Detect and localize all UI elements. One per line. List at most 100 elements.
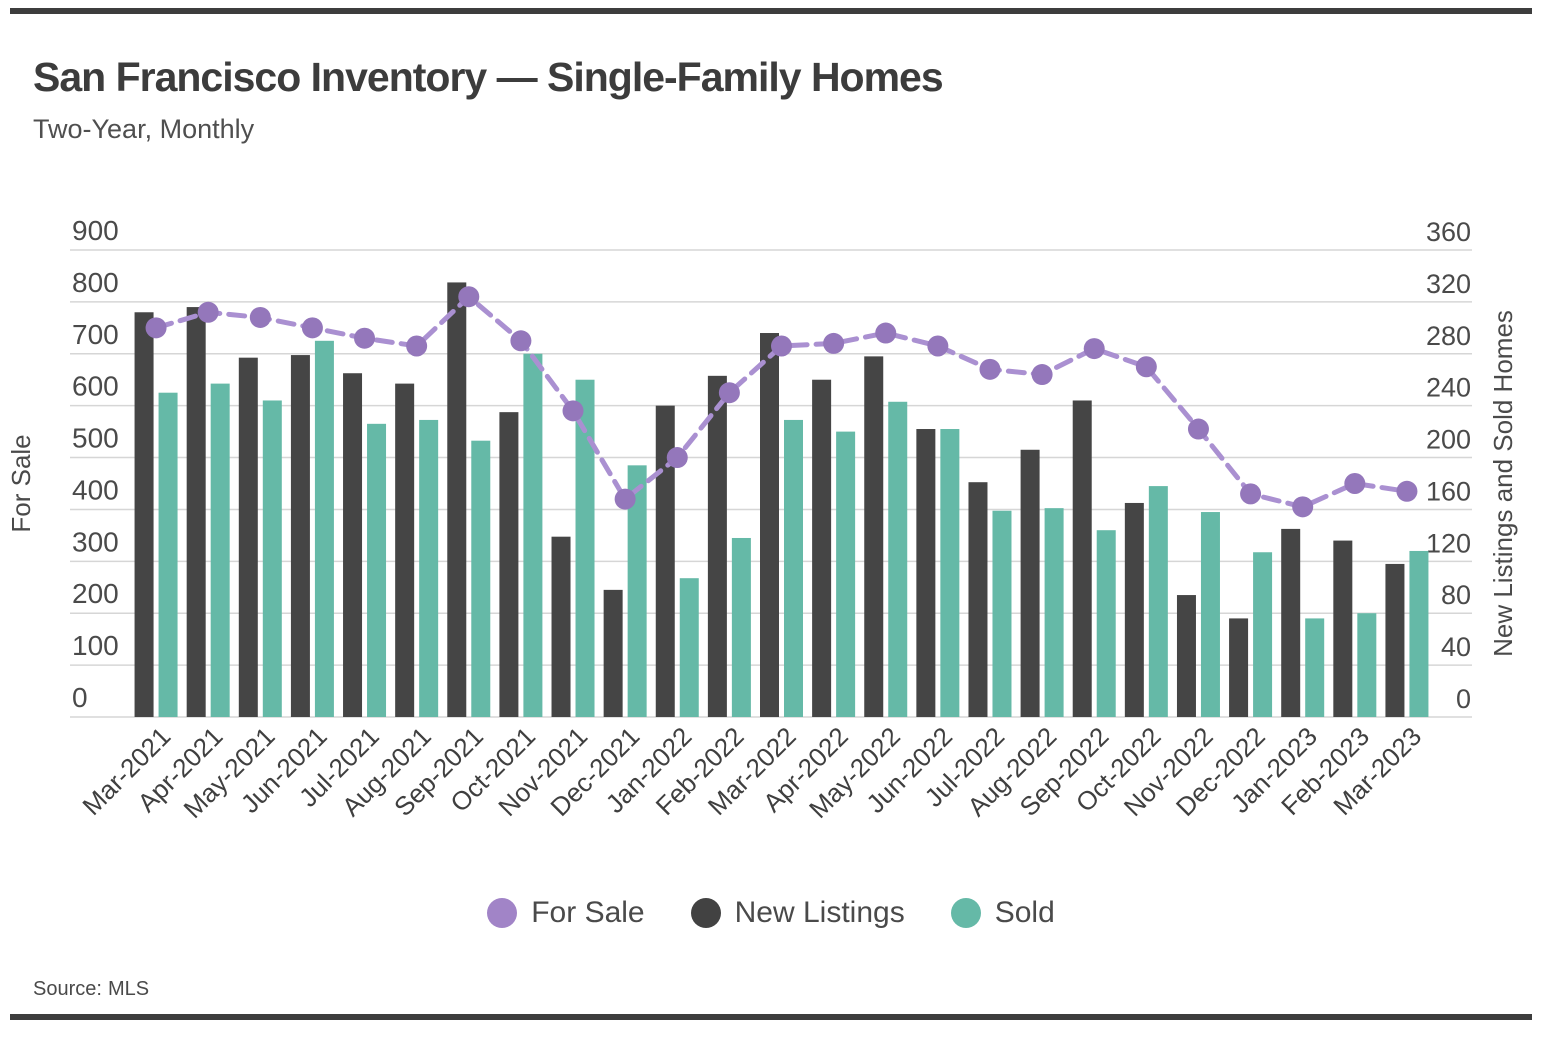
left-axis-tick-label: 700 xyxy=(72,319,119,350)
bar-sold xyxy=(262,400,282,717)
page-title: San Francisco Inventory — Single-Family … xyxy=(33,54,944,100)
bar-sold xyxy=(1409,550,1429,717)
bar-new-listings xyxy=(134,312,154,717)
bar-sold xyxy=(1096,530,1116,717)
bar-sold xyxy=(419,419,439,717)
bar-new-listings xyxy=(916,429,936,717)
bar-new-listings xyxy=(968,482,988,717)
for-sale-point xyxy=(1240,483,1262,505)
bar-new-listings xyxy=(1229,618,1249,717)
right-axis-tick-label: 320 xyxy=(1426,269,1471,299)
for-sale-point xyxy=(771,335,792,357)
legend-label: New Listings xyxy=(734,896,905,929)
for-sale-point xyxy=(458,286,480,308)
for-sale-point xyxy=(406,335,428,357)
bar-sold xyxy=(1148,486,1168,717)
top-border xyxy=(10,8,1532,14)
bar-new-listings xyxy=(864,356,884,717)
bar-sold xyxy=(471,440,491,717)
bar-sold xyxy=(1044,508,1064,717)
bar-sold xyxy=(210,383,230,717)
left-axis-tick-label: 500 xyxy=(72,423,119,454)
left-axis-title: For Sale xyxy=(6,434,36,532)
right-axis-tick-label: 40 xyxy=(1441,632,1471,662)
bar-new-listings xyxy=(186,307,206,717)
bar-sold xyxy=(158,392,178,717)
bar-sold xyxy=(1357,613,1377,717)
legend-item-for-sale: For Sale xyxy=(487,896,645,930)
legend-label: Sold xyxy=(994,896,1055,929)
bar-new-listings xyxy=(655,405,675,717)
for-sale-point xyxy=(614,488,636,510)
bar-sold xyxy=(940,429,960,717)
right-axis-tick-label: 80 xyxy=(1441,580,1471,610)
for-sale-point xyxy=(145,317,167,339)
bar-sold xyxy=(679,578,699,717)
left-axis-tick-label: 900 xyxy=(72,215,119,246)
legend-item-new-listings: New Listings xyxy=(690,896,905,930)
right-axis-tick-label: 240 xyxy=(1426,373,1471,403)
left-axis-tick-label: 600 xyxy=(72,371,119,402)
bar-sold xyxy=(575,379,595,717)
for-sale-point xyxy=(562,400,584,422)
legend-label: For Sale xyxy=(531,896,645,929)
right-axis-title: New Listings and Sold Homes xyxy=(1488,310,1518,657)
right-axis-tick-label: 280 xyxy=(1426,321,1471,351)
for-sale-point xyxy=(875,322,897,344)
right-axis-tick-label: 160 xyxy=(1426,476,1471,506)
chart-plot: 0 100 200 300 400 500 600 700 800 900 0 40 80 120 160 2… xyxy=(6,215,1518,824)
bar-new-listings xyxy=(238,357,258,717)
bar-sold xyxy=(992,510,1012,717)
legend: For Sale New Listings Sold xyxy=(0,896,1542,930)
for-sale-point xyxy=(1083,338,1105,360)
bar-sold xyxy=(627,465,647,717)
for-sale-point xyxy=(197,301,219,323)
right-axis-tick-label: 360 xyxy=(1426,217,1471,247)
bar-sold xyxy=(1305,618,1325,717)
bar-new-listings xyxy=(499,412,519,717)
bar-sold xyxy=(784,419,803,717)
bar-new-listings xyxy=(1020,449,1040,717)
for-sale-point xyxy=(249,306,271,328)
bar-sold xyxy=(888,401,908,717)
for-sale-point xyxy=(1031,364,1053,386)
for-sale-point xyxy=(1135,356,1157,378)
bar-new-listings xyxy=(447,282,467,717)
source-label: Source: xyxy=(33,978,102,1000)
right-axis-tick-label: 120 xyxy=(1426,528,1471,558)
for-sale-point xyxy=(927,335,949,357)
source-value: MLS xyxy=(107,978,150,1000)
left-axis-tick-label: 800 xyxy=(72,267,119,298)
bar-new-listings xyxy=(1072,400,1092,717)
bar-sold xyxy=(314,340,334,717)
bar-sold xyxy=(731,537,751,717)
bar-new-listings xyxy=(760,333,779,717)
for-sale-point xyxy=(823,332,845,354)
bar-new-listings xyxy=(812,379,832,717)
bar-sold xyxy=(1200,512,1220,717)
for-sale-point xyxy=(1292,496,1314,518)
for-sale-point xyxy=(1344,473,1366,494)
left-axis-tick-label: 300 xyxy=(72,526,119,557)
legend-item-sold: Sold xyxy=(950,896,1055,930)
bar-sold xyxy=(836,431,856,717)
right-axis-tick-label: 200 xyxy=(1426,425,1471,455)
page-subtitle: Two-Year, Monthly xyxy=(33,114,255,144)
for-sale-point xyxy=(510,330,532,352)
for-sale-point xyxy=(718,382,740,404)
for-sale-point xyxy=(1187,418,1209,440)
left-axis-tick-label: 200 xyxy=(72,578,119,609)
bar-sold xyxy=(523,353,543,717)
new-listings-swatch-icon xyxy=(690,898,721,928)
bar-new-listings xyxy=(1124,502,1144,717)
bar-new-listings xyxy=(290,355,310,717)
bar-new-listings xyxy=(1281,528,1301,717)
for-sale-point xyxy=(354,327,376,349)
for-sale-point xyxy=(1396,480,1418,502)
left-axis-tick-label: 100 xyxy=(72,630,119,661)
bar-sold xyxy=(367,423,387,717)
source-note: Source: MLS xyxy=(33,978,155,1001)
bar-new-listings xyxy=(343,373,363,717)
bar-new-listings xyxy=(551,536,571,717)
